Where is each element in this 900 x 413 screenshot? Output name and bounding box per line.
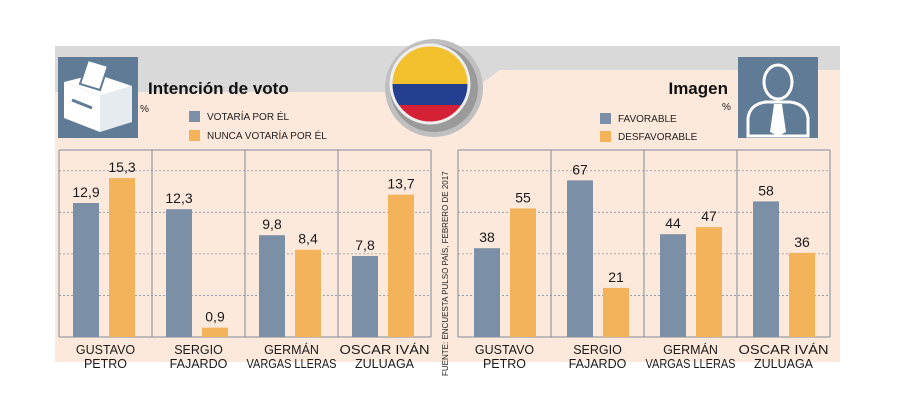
source-note: FUENTE: ENCUESTA PULSO PAÍS, FEBRERO DE …	[441, 171, 450, 376]
bar-unfavorable	[603, 287, 629, 337]
bar-unfavorable	[388, 194, 414, 337]
legend-swatch-favorable	[600, 113, 611, 124]
data-label: 44	[665, 215, 681, 231]
category-label: OSCAR IVÁN	[340, 342, 430, 357]
bar-favorable	[474, 248, 500, 337]
data-label: 67	[572, 161, 588, 177]
legend-label: VOTARÍA POR ÉL	[207, 110, 289, 123]
data-label: 12,3	[165, 190, 192, 206]
legend-swatch-unfavorable	[189, 130, 200, 141]
category-label: GUSTAVO	[475, 343, 535, 357]
bar-favorable	[259, 235, 285, 337]
chart-title-vote-intention: Intención de voto	[148, 79, 289, 98]
category-label: GUSTAVO	[76, 343, 136, 357]
category-label: VARGAS LLERAS	[247, 357, 337, 371]
category-label: FAJARDO	[569, 357, 627, 371]
legend-label: FAVORABLE	[618, 114, 677, 125]
legend-right: FAVORABLE DESFAVORABLE	[600, 113, 698, 143]
bar-unfavorable	[109, 178, 135, 337]
data-label: 9,8	[262, 216, 282, 232]
plots: 12,915,3GUSTAVOPETRO12,30,9SERGIOFAJARDO…	[58, 149, 831, 371]
category-label: PETRO	[84, 357, 127, 371]
category-label: ZULUAGA	[754, 357, 814, 371]
data-label: 38	[479, 229, 495, 245]
data-label: 15,3	[108, 159, 135, 175]
data-label: 0,9	[205, 309, 225, 325]
person-icon	[738, 57, 818, 138]
legend-label: NUNCA VOTARÍA POR ÉL	[207, 129, 327, 142]
bar-unfavorable	[789, 252, 815, 337]
unit-label-left: %	[140, 104, 149, 115]
category-label: OSCAR IVÁN	[739, 342, 829, 357]
bar-favorable	[73, 202, 99, 337]
bar-favorable	[352, 255, 378, 337]
unit-label-right: %	[722, 102, 731, 113]
ballot-box-icon	[58, 57, 138, 138]
data-label: 7,8	[355, 237, 375, 253]
category-label: GERMÁN	[264, 342, 319, 357]
data-label: 36	[794, 234, 810, 250]
legend-label: DESFAVORABLE	[618, 132, 698, 143]
data-label: 55	[515, 189, 531, 205]
bar-favorable	[753, 201, 779, 337]
category-label: VARGAS LLERAS	[646, 357, 736, 371]
bar-favorable	[166, 209, 192, 337]
data-label: 12,9	[72, 184, 99, 200]
bar-unfavorable	[696, 227, 722, 337]
bar-favorable	[567, 180, 593, 337]
chart-title-image: Imagen	[668, 79, 728, 98]
data-label: 58	[758, 182, 774, 198]
category-label: PETRO	[483, 357, 526, 371]
legend-swatch-unfavorable	[600, 131, 611, 142]
category-label: GERMÁN	[663, 342, 718, 357]
category-label: FAJARDO	[170, 357, 228, 371]
data-label: 13,7	[387, 176, 414, 192]
data-label: 21	[608, 269, 624, 285]
legend-swatch-favorable	[189, 111, 200, 122]
category-label: SERGIO	[174, 343, 223, 357]
legend-left: VOTARÍA POR ÉL NUNCA VOTARÍA POR ÉL	[189, 110, 327, 142]
category-label: ZULUAGA	[355, 357, 415, 371]
category-label: SERGIO	[573, 343, 622, 357]
bar-unfavorable	[295, 249, 321, 337]
bar-favorable	[660, 234, 686, 337]
colombia-flag-icon	[385, 39, 483, 137]
data-label: 8,4	[298, 231, 318, 247]
bar-unfavorable	[202, 327, 228, 337]
data-label: 47	[701, 208, 717, 224]
bar-unfavorable	[510, 208, 536, 337]
